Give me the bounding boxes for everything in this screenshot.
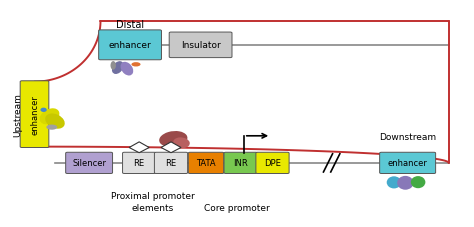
FancyBboxPatch shape bbox=[188, 153, 224, 174]
Ellipse shape bbox=[387, 177, 401, 189]
FancyBboxPatch shape bbox=[66, 153, 112, 174]
Text: Distal: Distal bbox=[116, 20, 144, 30]
Ellipse shape bbox=[46, 125, 57, 130]
Text: Upstream: Upstream bbox=[13, 93, 22, 136]
Text: Downstream: Downstream bbox=[379, 133, 436, 142]
FancyBboxPatch shape bbox=[123, 153, 156, 174]
Ellipse shape bbox=[45, 114, 65, 129]
Ellipse shape bbox=[40, 108, 47, 112]
Text: RE: RE bbox=[165, 159, 177, 168]
Ellipse shape bbox=[397, 176, 413, 190]
Ellipse shape bbox=[173, 138, 190, 148]
FancyBboxPatch shape bbox=[169, 33, 232, 58]
Text: Core promoter: Core promoter bbox=[204, 203, 270, 212]
FancyBboxPatch shape bbox=[155, 153, 188, 174]
Text: enhancer: enhancer bbox=[388, 159, 428, 168]
Text: Proximal promoter: Proximal promoter bbox=[111, 191, 195, 200]
FancyBboxPatch shape bbox=[380, 153, 436, 174]
Ellipse shape bbox=[40, 109, 59, 125]
Ellipse shape bbox=[131, 63, 140, 67]
Text: RE: RE bbox=[134, 159, 145, 168]
Ellipse shape bbox=[110, 62, 116, 70]
Text: enhancer: enhancer bbox=[30, 95, 39, 134]
Ellipse shape bbox=[411, 176, 425, 188]
Text: enhancer: enhancer bbox=[109, 41, 151, 50]
Text: Silencer: Silencer bbox=[72, 159, 106, 168]
Ellipse shape bbox=[159, 131, 187, 148]
Text: Insulator: Insulator bbox=[181, 41, 220, 50]
FancyBboxPatch shape bbox=[256, 153, 289, 174]
FancyBboxPatch shape bbox=[99, 31, 162, 61]
Ellipse shape bbox=[112, 62, 124, 75]
Ellipse shape bbox=[120, 62, 133, 76]
FancyBboxPatch shape bbox=[224, 153, 257, 174]
Text: elements: elements bbox=[132, 203, 174, 212]
Text: DPE: DPE bbox=[264, 159, 281, 168]
Polygon shape bbox=[161, 142, 181, 153]
Polygon shape bbox=[129, 142, 149, 153]
Text: INR: INR bbox=[233, 159, 248, 168]
FancyBboxPatch shape bbox=[20, 81, 49, 148]
Text: TATA: TATA bbox=[196, 159, 216, 168]
